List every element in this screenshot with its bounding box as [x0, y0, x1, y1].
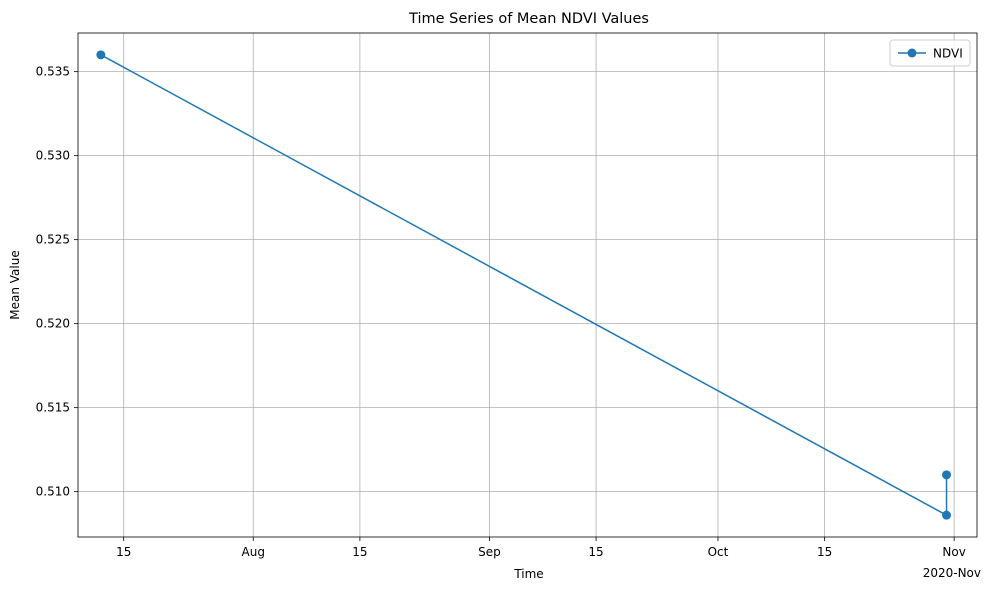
y-tick-label: 0.510 [36, 485, 70, 499]
y-tick-label: 0.535 [36, 65, 70, 79]
plot-area-border [77, 32, 978, 538]
x-tick-label: 15 [817, 545, 832, 559]
y-tick-label: 0.525 [36, 233, 70, 247]
legend-box [889, 39, 971, 67]
x-tick-label: 15 [116, 545, 131, 559]
x-tick-label: 15 [588, 545, 603, 559]
grid-lines [78, 33, 977, 537]
y-tick-label: 0.520 [36, 317, 70, 331]
legend: NDVI [889, 39, 971, 67]
x-axis-ticks: 15 Aug 15 Sep 15 Oct 15 Nov [116, 537, 966, 559]
data-point [942, 470, 952, 480]
y-tick-label: 0.530 [36, 149, 70, 163]
legend-label: NDVI [933, 47, 963, 61]
y-axis-label: Mean Value [8, 250, 22, 319]
axes-frame [77, 32, 978, 538]
y-axis-ticks: 0.510 0.515 0.520 0.525 0.530 0.535 [36, 65, 78, 499]
x-axis-label: Time [513, 567, 543, 581]
x-tick-label: Aug [242, 545, 265, 559]
x-axis-offset-label: 2020-Nov [923, 566, 981, 580]
x-tick-label: Oct [708, 545, 729, 559]
x-tick-label: 15 [352, 545, 367, 559]
legend-swatch-marker [907, 48, 917, 58]
data-point [96, 50, 106, 60]
data-point [942, 510, 952, 520]
series-layer [96, 50, 952, 520]
x-tick-label: Sep [478, 545, 501, 559]
x-tick-label: Nov [942, 545, 965, 559]
y-tick-label: 0.515 [36, 401, 70, 415]
chart-title: Time Series of Mean NDVI Values [408, 11, 649, 27]
